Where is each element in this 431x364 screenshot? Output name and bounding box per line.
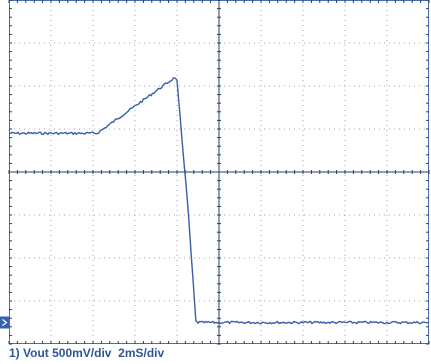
oscilloscope-display xyxy=(0,0,430,345)
channel-caption: 1) Vout 500mV/div 2mS/div xyxy=(9,346,165,360)
trace-layer xyxy=(8,77,430,325)
grid xyxy=(8,0,430,345)
channel-marker xyxy=(0,316,9,329)
channel-marker-arrow-icon xyxy=(2,319,8,326)
channel-marker-layer xyxy=(0,316,9,329)
series-line-0 xyxy=(8,77,430,325)
